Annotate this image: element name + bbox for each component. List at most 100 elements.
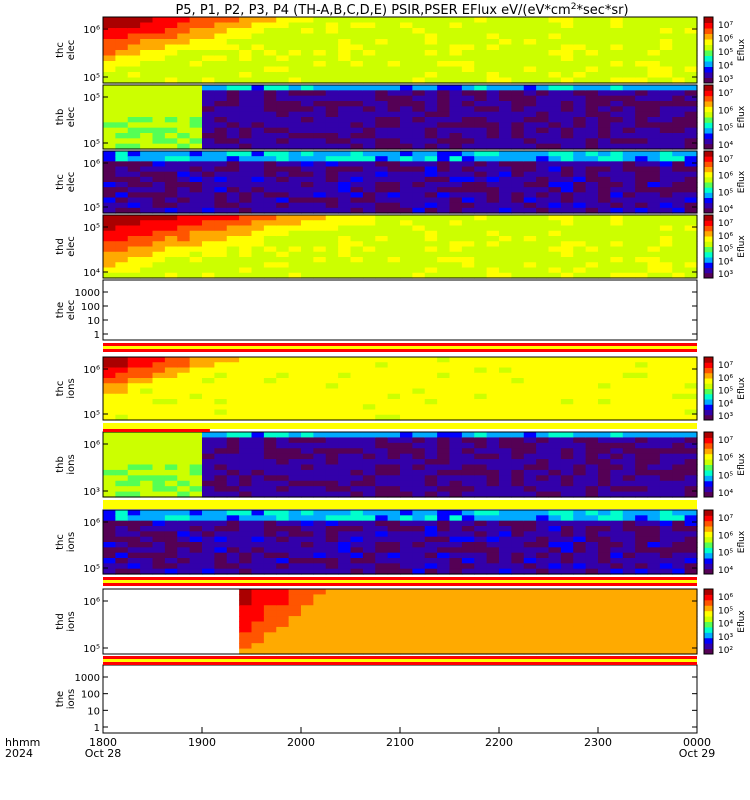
spectrogram-cell [140, 520, 154, 527]
colorbar-segment [704, 90, 713, 97]
spectrogram-cell [647, 448, 661, 455]
spectrogram-cell [375, 448, 389, 455]
spectrogram-cell [202, 568, 215, 575]
spectrogram-cell [325, 520, 339, 527]
spectrogram-cell [189, 202, 203, 209]
spectrogram-cell [511, 176, 525, 183]
spectrogram-cell [412, 542, 426, 548]
spectrogram-cell [424, 225, 438, 232]
spectrogram-cell [387, 589, 401, 596]
spectrogram-cell [400, 215, 413, 221]
spectrogram-cell [573, 22, 587, 29]
spectrogram-cell [189, 414, 203, 421]
spectrogram-cell [362, 22, 376, 29]
spectrogram-cell [622, 117, 636, 123]
spectrogram-cell [672, 61, 686, 68]
spectrogram-cell [672, 166, 686, 173]
spectrogram-cell [412, 536, 426, 543]
spectrogram-cell [177, 367, 191, 374]
spectrogram-cell [659, 568, 673, 575]
spectrogram-cell [585, 187, 599, 193]
spectrogram-cell [325, 404, 339, 411]
spectrogram-cell [226, 388, 240, 395]
spectrogram-cell [350, 552, 364, 559]
spectrogram-cell [486, 171, 500, 178]
spectrogram-cell [474, 409, 488, 416]
spectrogram-cell [548, 106, 562, 113]
spectrogram-cell [536, 357, 550, 363]
spectrogram-cell [523, 192, 537, 199]
spectrogram-cell [449, 409, 463, 416]
spectrogram-cell [622, 469, 636, 476]
spectrogram-cell [387, 95, 401, 102]
spectrogram-cell [400, 161, 413, 168]
spectrogram-cell [672, 33, 686, 40]
spectrogram-cell [573, 475, 587, 482]
spectrogram-cell [115, 515, 129, 522]
spectrogram-cell [127, 176, 141, 183]
spectrogram-cell [301, 409, 314, 416]
spectrogram-cell [560, 637, 574, 644]
spectrogram-cell [140, 563, 154, 570]
spectrogram-cell [659, 442, 673, 449]
spectrogram-cell [424, 589, 438, 596]
spectrogram-cell [251, 510, 265, 516]
spectrogram-cell [424, 72, 438, 79]
spectrogram-cell [375, 372, 389, 379]
spectrogram-cell [362, 491, 376, 498]
spectrogram-cell [226, 156, 240, 162]
spectrogram-cell [338, 246, 352, 253]
spectrogram-cell [536, 414, 550, 421]
spectrogram-cell [622, 166, 636, 173]
spectrogram-cell [449, 187, 463, 193]
spectrogram-cell [214, 90, 228, 97]
spectrogram-cell [202, 357, 215, 363]
spectrogram-cell [511, 187, 525, 193]
spectrogram-cell [338, 393, 352, 400]
spectrogram-cell [375, 563, 389, 570]
spectrogram-cell [461, 367, 475, 374]
spectrogram-cell [362, 357, 376, 363]
spectrogram-cell [301, 95, 314, 102]
spectrogram-cell [103, 558, 116, 564]
spectrogram-cell [474, 621, 488, 628]
spectrogram-cell [610, 558, 624, 564]
spectrogram-cell [486, 632, 500, 639]
spectrogram-cell [239, 72, 253, 79]
spectrogram-cell [560, 563, 574, 570]
spectrogram-cell [103, 536, 116, 543]
spectrogram-cell [635, 599, 649, 606]
spectrogram-cell [202, 55, 215, 62]
colorbar-segment [704, 378, 713, 384]
spectrogram-cell [325, 480, 339, 487]
y-tick-label: 10 [87, 316, 100, 327]
spectrogram-cell [164, 414, 178, 421]
spectrogram-cell [659, 61, 673, 68]
spectrogram-cell [610, 448, 624, 455]
spectrogram-cell [375, 475, 389, 482]
y-tick-label: 10⁵ [83, 203, 100, 214]
spectrogram-cell [177, 202, 191, 209]
spectrogram-cell [647, 61, 661, 68]
spectrogram-cell [375, 536, 389, 543]
spectrogram-cell [263, 486, 277, 493]
spectrogram-cell [635, 133, 649, 139]
spectrogram-cell [103, 520, 116, 527]
spectrogram-cell [202, 161, 215, 168]
spectrogram-cell [474, 393, 488, 400]
spectrogram-cell [251, 187, 265, 193]
spectrogram-cell [437, 378, 451, 384]
colorbar-segment [704, 197, 713, 204]
spectrogram-cell [276, 225, 290, 232]
spectrogram-cell [115, 151, 129, 157]
colorbar-segment [704, 637, 713, 644]
panel-frame [102, 509, 698, 575]
spectrogram-cell [424, 599, 438, 606]
spectrogram-cell [412, 176, 426, 183]
spectrogram-cell [189, 563, 203, 570]
spectrogram-cell [622, 442, 636, 449]
spectrogram-cell [301, 357, 314, 363]
spectrogram-cell [499, 480, 512, 487]
spectrogram-cell [659, 257, 673, 263]
spectrogram-cell [387, 17, 401, 24]
